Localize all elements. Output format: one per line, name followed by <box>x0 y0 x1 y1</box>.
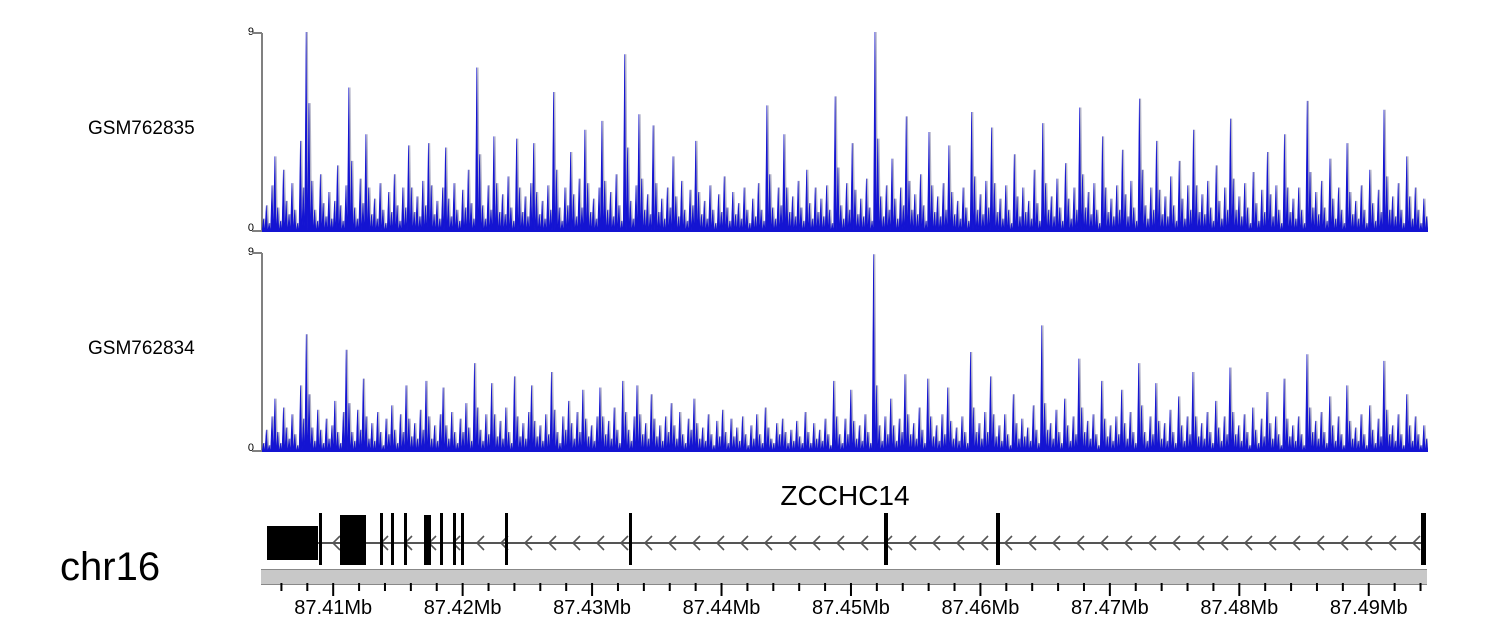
track-2-tick-min <box>252 450 262 452</box>
track-1-tick-min <box>252 230 262 232</box>
track-label-gsm762835: GSM762835 <box>88 118 195 139</box>
track-1-tick-max <box>252 32 262 34</box>
ruler-label: 87.43Mb <box>553 597 631 619</box>
ruler-bar[interactable] <box>261 569 1427 585</box>
ruler-label: 87.42Mb <box>423 597 502 619</box>
ruler-label: 87.46Mb <box>941 597 1020 619</box>
track-2-axis-line <box>261 253 263 451</box>
gene-name-label: ZCCHC14 <box>780 480 910 511</box>
ruler-ticks <box>280 583 1422 596</box>
track-2-tick-max <box>252 252 262 254</box>
ruler-label: 87.47Mb <box>1070 597 1149 619</box>
signal-histogram-gsm762835 <box>262 32 1428 232</box>
chromosome-label: chr16 <box>60 545 161 589</box>
gene-model[interactable] <box>255 505 1435 565</box>
track-1-axis-min: 0 <box>247 222 254 234</box>
ruler-label: 87.48Mb <box>1200 597 1279 619</box>
track-2-axis-max: 9 <box>247 246 254 258</box>
ruler-label: 87.44Mb <box>682 597 761 619</box>
track-label-gsm762834: GSM762834 <box>88 338 195 359</box>
track-1-axis-line <box>261 33 263 231</box>
ruler-label: 87.49Mb <box>1329 597 1408 619</box>
track-2-axis-min: 0 <box>247 442 254 454</box>
ruler-label: 87.45Mb <box>812 597 890 619</box>
signal-histogram-gsm762834 <box>262 254 1428 452</box>
ruler-label: 87.41Mb <box>294 597 373 619</box>
track-1-axis-max: 9 <box>247 26 254 38</box>
